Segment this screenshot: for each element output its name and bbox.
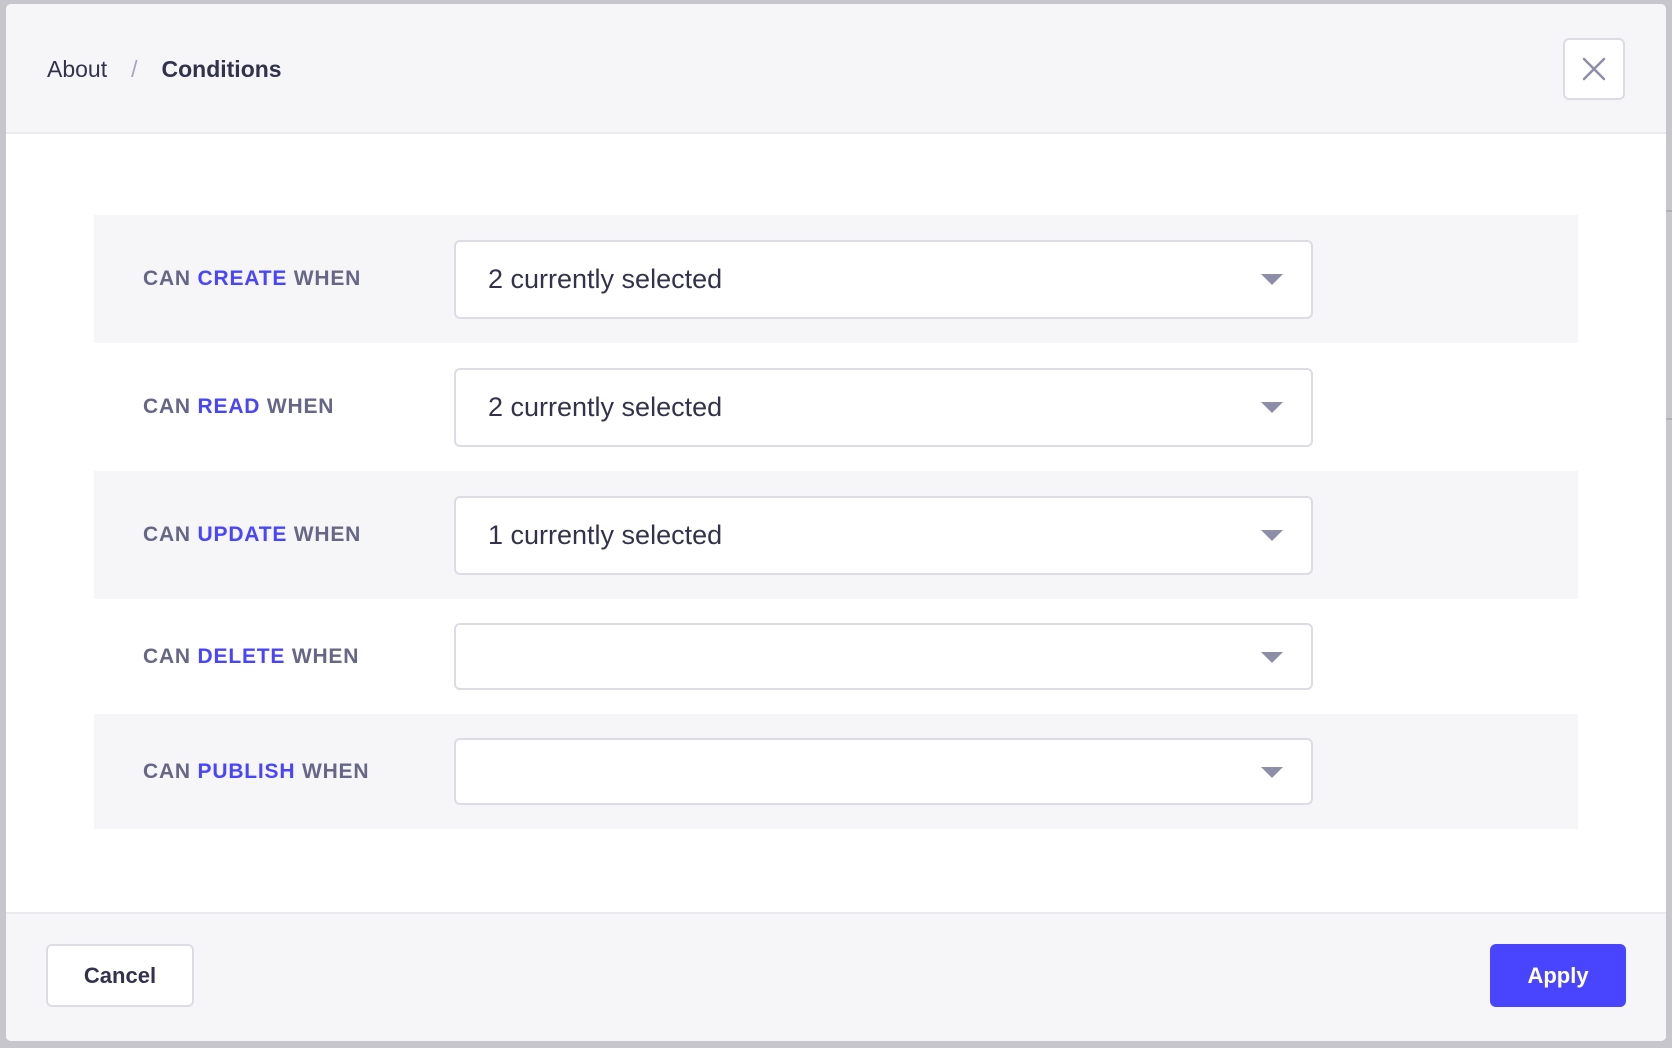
create-conditions-select[interactable]: 2 currently selected bbox=[454, 239, 1313, 319]
read-conditions-select[interactable]: 2 currently selected bbox=[454, 367, 1313, 447]
caret-down-icon bbox=[1261, 402, 1283, 413]
condition-row-update: CAN UPDATE WHEN 1 currently selected bbox=[94, 471, 1578, 599]
condition-label: CAN PUBLISH WHEN bbox=[143, 759, 370, 783]
condition-row-delete: CAN DELETE WHEN bbox=[94, 599, 1578, 714]
condition-row-read: CAN READ WHEN 2 currently selected bbox=[94, 343, 1578, 471]
breadcrumb-about[interactable]: About bbox=[47, 56, 108, 82]
delete-conditions-select[interactable] bbox=[454, 623, 1313, 690]
publish-conditions-select[interactable] bbox=[454, 738, 1313, 805]
caret-down-icon bbox=[1261, 651, 1283, 663]
close-button[interactable] bbox=[1563, 38, 1625, 100]
close-icon bbox=[1582, 57, 1606, 81]
modal-header: About / Conditions bbox=[6, 4, 1666, 134]
caret-down-icon bbox=[1261, 274, 1283, 285]
condition-row-create: CAN CREATE WHEN 2 currently selected bbox=[94, 215, 1578, 343]
cancel-button[interactable]: Cancel bbox=[46, 944, 194, 1007]
background-divider bbox=[1666, 210, 1672, 212]
breadcrumb: About / Conditions bbox=[47, 56, 282, 83]
conditions-modal: About / Conditions CAN CREATE WHEN 2 cur… bbox=[6, 4, 1666, 1041]
modal-footer: Cancel Apply bbox=[6, 912, 1666, 1041]
condition-row-publish: CAN PUBLISH WHEN bbox=[94, 714, 1578, 829]
condition-label: CAN UPDATE WHEN bbox=[143, 523, 362, 546]
condition-label: CAN CREATE WHEN bbox=[143, 267, 362, 290]
condition-label: CAN DELETE WHEN bbox=[143, 644, 360, 668]
conditions-list: CAN CREATE WHEN 2 currently selected CAN… bbox=[94, 215, 1578, 829]
update-conditions-select[interactable]: 1 currently selected bbox=[454, 495, 1313, 575]
background-divider bbox=[1666, 418, 1672, 420]
caret-down-icon bbox=[1261, 530, 1283, 541]
caret-down-icon bbox=[1261, 766, 1283, 778]
breadcrumb-conditions: Conditions bbox=[161, 56, 282, 82]
apply-button[interactable]: Apply bbox=[1490, 944, 1626, 1007]
condition-label: CAN READ WHEN bbox=[143, 395, 335, 418]
breadcrumb-separator: / bbox=[131, 56, 138, 82]
